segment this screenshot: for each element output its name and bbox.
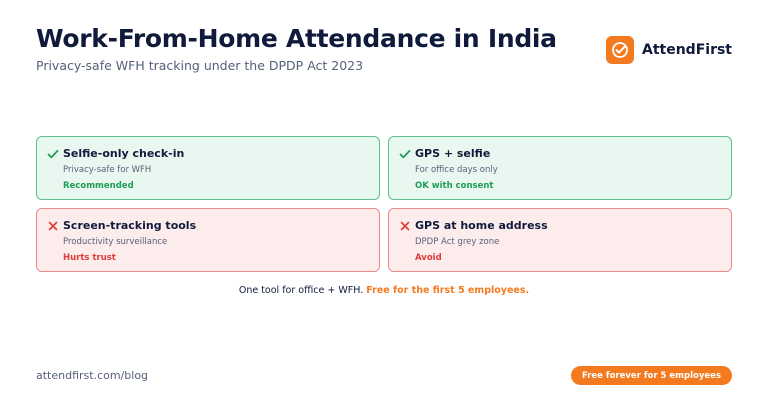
card-description: Privacy-safe for WFH (63, 165, 152, 175)
brand-name: AttendFirst (642, 42, 732, 58)
free-plan-cta-button[interactable]: Free forever for 5 employees (570, 366, 732, 385)
option-card-gps-home: GPS at home address DPDP Act grey zone A… (388, 208, 732, 272)
card-verdict: Hurts trust (63, 253, 116, 263)
checkmark-circle-icon (606, 36, 634, 64)
tagline: One tool for office + WFH. Free for the … (0, 285, 768, 296)
card-title: Selfie-only check-in (63, 147, 185, 160)
card-description: DPDP Act grey zone (415, 237, 500, 247)
checkmark-icon (399, 149, 411, 159)
option-card-screen-tracking: Screen-tracking tools Productivity surve… (36, 208, 380, 272)
card-title: GPS + selfie (415, 147, 491, 160)
card-verdict: Avoid (415, 253, 442, 263)
card-description: For office days only (415, 165, 498, 175)
card-verdict: Recommended (63, 181, 134, 191)
card-title: Screen-tracking tools (63, 219, 197, 232)
option-card-selfie-only: Selfie-only check-in Privacy-safe for WF… (36, 136, 380, 200)
option-card-gps-selfie: GPS + selfie For office days only OK wit… (388, 136, 732, 200)
brand: AttendFirst (606, 36, 732, 64)
cross-icon (48, 221, 58, 231)
checkmark-icon (47, 149, 59, 159)
tagline-text: One tool for office + WFH. (238, 285, 364, 296)
card-description: Productivity surveillance (63, 237, 168, 247)
cross-icon (400, 221, 410, 231)
tagline-highlight: Free for the first 5 employees. (366, 285, 530, 296)
comparison-grid: Selfie-only check-in Privacy-safe for WF… (36, 136, 732, 272)
footer-url-link[interactable]: attendfirst.com/blog (36, 369, 149, 382)
page-subtitle: Privacy-safe WFH tracking under the DPDP… (36, 58, 364, 73)
card-title: GPS at home address (415, 219, 548, 232)
page-title: Work-From-Home Attendance in India (36, 24, 557, 53)
card-verdict: OK with consent (415, 181, 494, 191)
